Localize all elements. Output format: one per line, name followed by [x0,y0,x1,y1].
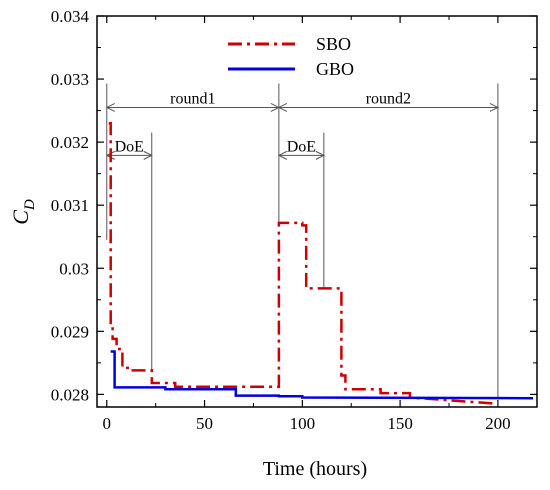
annotations: round1 round2 DoE DoE [105,90,500,160]
annotation-doe-arrowhead-left [105,150,116,160]
annotation-round2-arrowhead-left [277,102,288,112]
series-lines [108,121,534,406]
annotation-round2-label: round2 [366,90,411,107]
series-line-gbo [110,350,534,400]
y-axis-title: CD [8,199,38,225]
round-markers [106,83,499,398]
annotation-round2-arrowhead-right [489,102,500,112]
x-tick-label: 100 [290,414,316,433]
axis-ticks: 0 50 100 150 200 0.028 0.029 0.03 0.031 0.032 0.03… [51,7,537,433]
annotation-doe-arrowhead-left [277,150,288,160]
annotation-doe-label: DoE [287,138,316,155]
x-tick-label: 0 [103,414,112,433]
y-tick-label: 0.034 [51,7,90,26]
annotation-round1-arrowhead-left [105,102,116,112]
y-tick-label: 0.033 [51,70,89,89]
plot-frame [96,15,538,408]
annotation-doe-arrowhead-right [315,150,325,160]
x-tick-label: 150 [387,414,413,433]
legend-label-gbo: GBO [316,59,354,79]
annotation-doe-arrowhead-right [143,150,153,160]
legend: SBO GBO [228,34,354,79]
x-tick-label: 200 [485,414,511,433]
y-tick-label: 0.031 [51,196,89,215]
y-tick-label: 0.032 [51,133,89,152]
y-axis-title-main: C [8,210,33,225]
x-tick-label: 50 [196,414,213,433]
x-axis-title: Time (hours) [263,458,367,480]
y-tick-label: 0.029 [51,322,89,341]
series-line-sbo [108,121,498,406]
annotation-doe-label: DoE [115,138,144,155]
annotation-round1-label: round1 [170,90,215,107]
y-tick-label: 0.028 [51,385,89,404]
y-axis-title-sub: D [22,199,38,211]
legend-label-sbo: SBO [316,34,351,54]
y-tick-label: 0.03 [59,259,89,278]
